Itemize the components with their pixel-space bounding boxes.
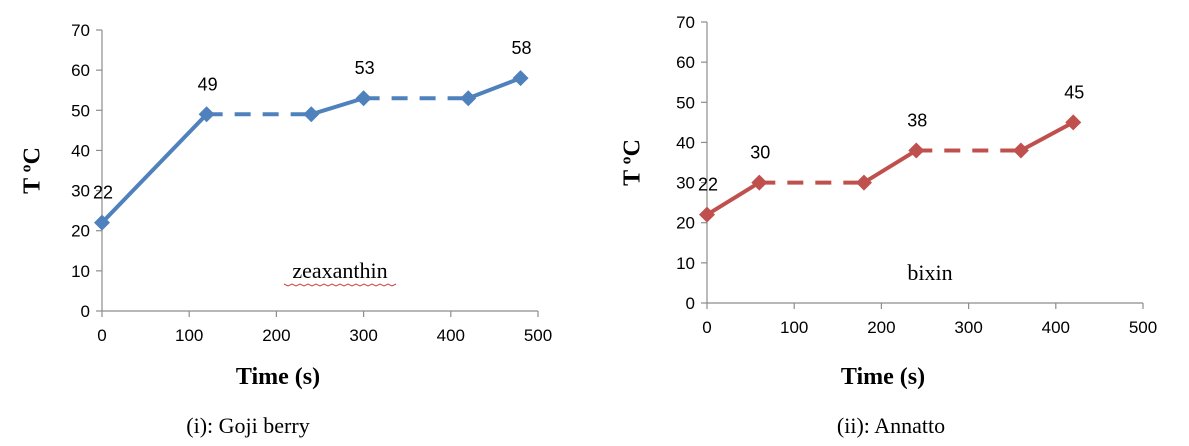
data-point-marker bbox=[303, 106, 320, 123]
x-axis-title: Time (s) bbox=[236, 364, 320, 390]
data-point-marker bbox=[699, 206, 715, 223]
y-axis-title: T ºC bbox=[620, 139, 646, 186]
x-tick-label: 100 bbox=[780, 318, 808, 337]
chart-1: 0 10 20 30 40 50 60 70 0 100 200 300 400 500 Time (s) T… bbox=[20, 21, 553, 438]
x-tick-label: 200 bbox=[867, 318, 895, 337]
x-tick-label: 400 bbox=[1042, 318, 1070, 337]
series-line-segment bbox=[862, 148, 918, 185]
x-tick-label: 100 bbox=[175, 326, 203, 345]
y-tick-label: 20 bbox=[71, 222, 90, 241]
y-tick-label: 30 bbox=[676, 174, 695, 193]
x-tick-label: 500 bbox=[1129, 318, 1157, 337]
x-tick-label: 0 bbox=[702, 318, 711, 337]
series-line-segment bbox=[100, 112, 209, 225]
x-tick-label: 300 bbox=[954, 318, 982, 337]
y-tick-label: 10 bbox=[71, 262, 90, 281]
series-line-segment bbox=[705, 180, 761, 217]
chart-caption: (i): Goji berry bbox=[186, 413, 309, 438]
data-label: 49 bbox=[198, 74, 218, 94]
series-line-segment bbox=[1019, 120, 1075, 153]
y-tick-label: 40 bbox=[676, 133, 695, 152]
chart-caption: (ii): Annatto bbox=[837, 413, 945, 438]
y-tick-label: 40 bbox=[71, 141, 90, 160]
y-tick-label: 60 bbox=[676, 53, 695, 72]
x-tick-label: 200 bbox=[262, 326, 290, 345]
y-tick-label: 50 bbox=[676, 93, 695, 112]
y-tick-label: 60 bbox=[71, 61, 90, 80]
x-tick-label: 400 bbox=[437, 326, 465, 345]
y-tick-label: 20 bbox=[676, 214, 695, 233]
chart-2: 0 10 20 30 40 50 60 70 0 100 200 300 400 500 Time (s) T… bbox=[620, 13, 1158, 438]
data-point-marker bbox=[355, 90, 372, 107]
data-point-marker bbox=[460, 90, 477, 107]
y-tick-label: 30 bbox=[71, 182, 90, 201]
x-tick-label: 500 bbox=[524, 326, 552, 345]
data-point-marker bbox=[751, 174, 768, 191]
y-tick-label: 0 bbox=[686, 294, 695, 313]
y-tick-label: 70 bbox=[71, 21, 90, 40]
data-point-marker bbox=[512, 70, 529, 87]
chart-annotation: bixin bbox=[907, 260, 952, 285]
y-tick-label: 50 bbox=[71, 101, 90, 120]
data-label: 22 bbox=[93, 183, 113, 203]
spellcheck-underline bbox=[283, 283, 397, 287]
chart-annotation: zeaxanthin bbox=[292, 258, 387, 283]
data-label: 30 bbox=[750, 143, 770, 163]
data-point-marker bbox=[94, 214, 110, 231]
data-label: 22 bbox=[698, 175, 718, 195]
x-tick-label: 0 bbox=[97, 326, 106, 345]
data-label: 45 bbox=[1064, 82, 1084, 102]
data-point-marker bbox=[855, 174, 872, 191]
data-point-marker bbox=[1012, 142, 1029, 159]
data-label: 58 bbox=[512, 38, 532, 58]
y-tick-label: 10 bbox=[676, 254, 695, 273]
data-point-marker bbox=[1065, 114, 1082, 131]
y-axis-title: T ºC bbox=[20, 147, 46, 194]
y-tick-label: 0 bbox=[81, 302, 90, 321]
series-line-segment bbox=[467, 76, 522, 101]
data-point-marker bbox=[908, 142, 925, 159]
x-axis-title: Time (s) bbox=[841, 364, 925, 390]
data-label: 38 bbox=[907, 110, 927, 130]
y-tick-label: 70 bbox=[676, 13, 695, 32]
series-line-segment bbox=[310, 96, 365, 117]
data-label: 53 bbox=[355, 58, 375, 78]
data-point-marker bbox=[198, 106, 215, 123]
x-tick-label: 300 bbox=[349, 326, 377, 345]
